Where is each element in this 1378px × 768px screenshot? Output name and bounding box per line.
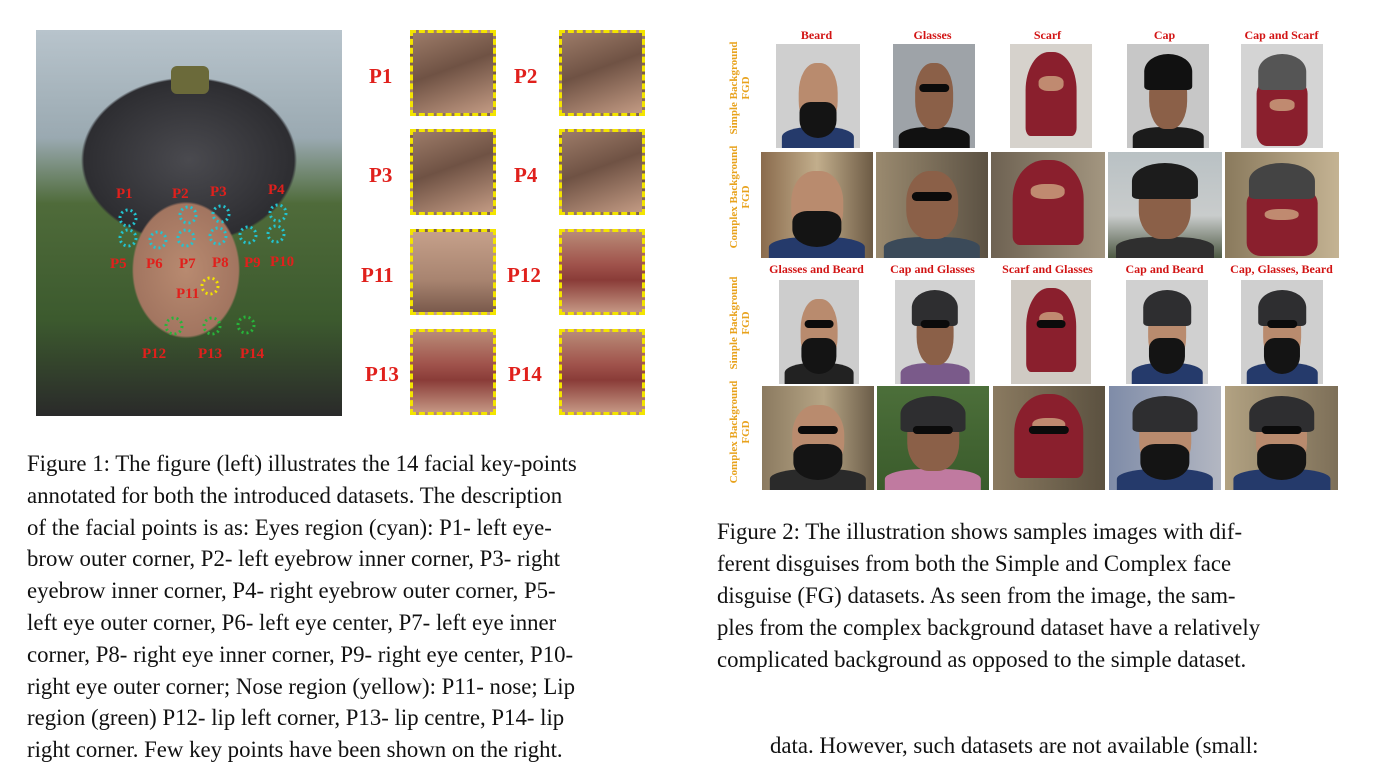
keypoint-p6-marker (148, 230, 168, 250)
keypoint-label: P5 (110, 256, 127, 272)
keypoint-label: P10 (270, 254, 295, 270)
crop-p3-patch (410, 129, 496, 215)
keypoint-p1-marker (118, 208, 138, 228)
caption-line: ples from the complex background dataset… (717, 615, 1261, 640)
sample-scarf-complex (991, 152, 1105, 258)
disguise-title: Cap and Beard (1125, 262, 1204, 276)
caption-line: corner, P8- right eye inner corner, P9- … (27, 641, 574, 667)
crop-p4-patch (559, 129, 645, 215)
keypoint-label: P3 (210, 184, 227, 200)
sample-cap-beard-complex (1109, 386, 1221, 490)
crop-label: P2 (514, 64, 538, 88)
caption-line: left eye outer corner, P6- left eye cent… (27, 609, 557, 635)
disguise-title: Glasses and Beard (769, 262, 864, 276)
keypoint-p9-marker (238, 225, 258, 245)
figure2-caption: Figure 2: The illustration shows samples… (717, 516, 1349, 676)
crop-label: P13 (365, 362, 399, 386)
sample-cap-glasses-beard-simple (1241, 280, 1323, 384)
crop-p11-patch (410, 229, 496, 315)
caption-line: Figure 1: The figure (left) illustrates … (27, 451, 577, 476)
sample-glasses-simple (893, 44, 975, 148)
caption-line: Figure 2: The illustration shows samples… (717, 519, 1243, 544)
row-label: Complex Background FGD (728, 145, 752, 249)
crop-label: P12 (507, 263, 541, 287)
keypoint-label: P6 (146, 256, 163, 272)
keypoint-p12-marker (164, 316, 184, 336)
sample-cap-scarf-complex (1225, 152, 1339, 258)
crop-label: P11 (361, 263, 394, 287)
sample-glasses-beard-simple (779, 280, 859, 384)
crop-label: P14 (508, 362, 542, 386)
keypoint-label: P14 (240, 346, 265, 362)
keypoint-p7-marker (176, 228, 196, 248)
keypoint-label: P12 (142, 346, 167, 362)
caption-line: annotated for both the introduced datase… (27, 482, 563, 508)
row-label: Simple Background FGD (728, 276, 752, 370)
crop-label: P3 (369, 163, 393, 187)
crop-p2-patch (559, 30, 645, 116)
row-label: Simple Background FGD (728, 41, 752, 135)
sample-beard-complex (761, 152, 873, 258)
disguise-title: Cap and Scarf (1244, 28, 1319, 42)
keypoint-label: P2 (172, 186, 189, 202)
sample-glasses-complex (876, 152, 988, 258)
keypoint-p4-marker (268, 203, 288, 223)
sample-cap-glasses-beard-complex (1225, 386, 1338, 490)
crop-p14-patch (559, 329, 645, 415)
keypoint-label: P1 (116, 186, 133, 202)
caption-line: brow outer corner, P2- left eyebrow inne… (27, 546, 561, 572)
caption-line: region (green) P12- lip left corner, P13… (27, 705, 565, 731)
disguise-title: Glasses (913, 28, 952, 42)
disguise-title: Cap and Glasses (890, 262, 975, 276)
caption-line: eyebrow inner corner, P4- right eyebrow … (27, 578, 556, 604)
caption-line: right eye outer corner; Nose region (yel… (27, 673, 576, 699)
sample-scarf-glasses-complex (993, 386, 1105, 490)
caption-line: of the facial points is as: Eyes region … (27, 514, 552, 540)
keypoint-p13-marker (202, 316, 222, 336)
disguise-title: Scarf (1033, 28, 1062, 42)
disguise-title: Cap (1153, 28, 1176, 42)
caption-line: complicated background as opposed to the… (717, 647, 1247, 672)
sample-cap-complex (1108, 152, 1222, 258)
sample-cap-scarf-simple (1241, 44, 1323, 148)
crop-p1-patch (410, 30, 496, 116)
keypoint-p14-marker (236, 315, 256, 335)
sample-cap-beard-simple (1126, 280, 1208, 384)
caption-line: right corner. Few key points have been s… (27, 737, 563, 763)
figure1-caption: Figure 1: The figure (left) illustrates … (27, 448, 659, 766)
keypoint-p8-marker (208, 226, 228, 246)
figure1-face-photo: P1 P2 P3 P4 P5 P6 P7 P8 P9 P10 P11 P12 P… (36, 30, 342, 416)
helmet-logo (171, 66, 209, 94)
keypoint-label: P4 (268, 182, 285, 198)
disguise-title: Beard (800, 28, 833, 42)
sample-cap-glasses-simple (895, 280, 975, 384)
body-text-line: data. However, such datasets are not ava… (770, 733, 1259, 758)
keypoint-label: P9 (244, 255, 261, 271)
crop-p12-patch (559, 229, 645, 315)
keypoint-p2-marker (178, 205, 198, 225)
keypoint-label: P7 (179, 256, 196, 272)
sample-glasses-beard-complex (762, 386, 874, 490)
keypoint-label: P13 (198, 346, 223, 362)
keypoint-p10-marker (266, 224, 286, 244)
crop-p13-patch (410, 329, 496, 415)
caption-line: disguise (FG) datasets. As seen from the… (717, 583, 1236, 608)
keypoint-p5-marker (118, 228, 138, 248)
keypoint-p11-marker (200, 276, 220, 296)
crop-label: P4 (514, 163, 538, 187)
sample-cap-glasses-complex (877, 386, 989, 490)
disguise-title: Scarf and Glasses (1002, 262, 1093, 276)
sample-cap-simple (1127, 44, 1209, 148)
row-label: Complex Background FGD (728, 380, 752, 484)
keypoint-label: P8 (212, 255, 229, 271)
keypoint-p3-marker (211, 204, 231, 224)
sample-scarf-simple (1010, 44, 1092, 148)
keypoint-overlay (118, 66, 288, 336)
caption-line: ferent disguises from both the Simple an… (717, 551, 1232, 576)
crop-label: P1 (369, 64, 393, 88)
sample-scarf-glasses-simple (1011, 280, 1091, 384)
keypoint-label: P11 (176, 286, 200, 302)
sample-beard-simple (776, 44, 860, 148)
disguise-title: Cap, Glasses, Beard (1230, 262, 1333, 276)
